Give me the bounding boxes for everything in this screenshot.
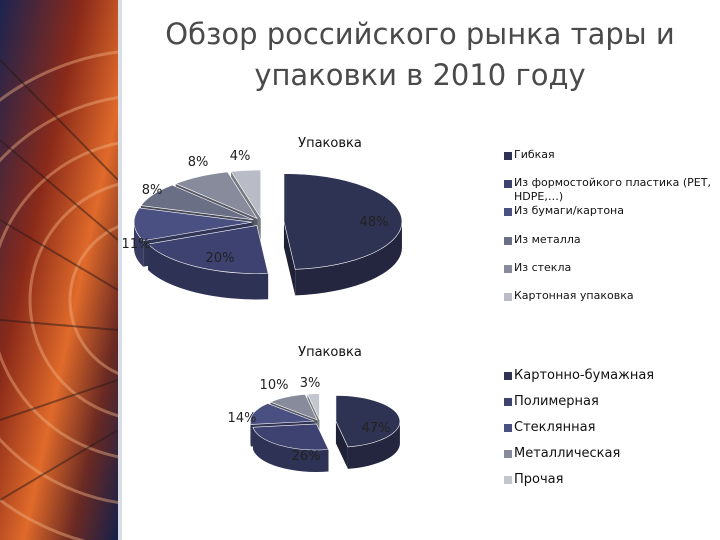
chart2-legend-label-0: Картонно-бумажная xyxy=(514,368,655,383)
chart1-legend-label-5: Картонная упаковка xyxy=(514,289,634,302)
chart1-legend-item-1: Из формостойкого пластика (PET, HDPE,…) xyxy=(504,176,717,204)
chart1-data-label-2: 11% xyxy=(122,237,151,252)
chart1-legend: Гибкая Из формостойкого пластика (PET, HD… xyxy=(502,144,717,314)
slide-title-line1: Обзор российского рынка тары и xyxy=(165,17,675,51)
chart2-data-label-1: 26% xyxy=(292,449,321,464)
chart1-legend-swatch-3 xyxy=(504,237,512,245)
chart2-legend-label-1: Полимерная xyxy=(514,394,599,409)
chart2-legend-swatch-2 xyxy=(504,424,512,432)
chart1-legend-swatch-4 xyxy=(504,265,512,273)
chart1-legend-swatch-1 xyxy=(504,180,512,188)
chart1-legend-item-2: Из бумаги/картона xyxy=(504,204,624,218)
chart1-data-label-5: 4% xyxy=(230,149,251,164)
slide-title-line2: упаковки в 2010 году xyxy=(254,58,586,92)
chart1-data-label-0: 48% xyxy=(360,215,389,230)
chart1-legend-swatch-2 xyxy=(504,208,512,216)
slide-title: Обзор российского рынка тары и упаковки … xyxy=(130,14,710,96)
chart2-data-label-2: 14% xyxy=(228,411,257,426)
chart1-legend-item-0: Гибкая xyxy=(504,148,555,162)
chart1-legend-label-0: Гибкая xyxy=(514,148,555,161)
chart2-legend-label-3: Металлическая xyxy=(514,446,621,461)
chart1-pie: 48% 20% 11% 8% 8% 4% xyxy=(122,149,403,300)
chart2-legend-label-4: Прочая xyxy=(514,472,564,487)
chart2-data-label-0: 47% xyxy=(362,421,391,436)
divider xyxy=(118,0,122,540)
chart2-legend-swatch-3 xyxy=(504,450,512,458)
chart1-legend-label-4: Из стекла xyxy=(514,261,572,274)
chart2-legend-swatch-1 xyxy=(504,398,512,406)
chart2-legend-item-2: Стеклянная xyxy=(504,420,595,436)
chart2-legend-item-3: Металлическая xyxy=(504,446,620,462)
chart2-slice-1 xyxy=(252,423,329,472)
chart1-legend-item-4: Из стекла xyxy=(504,261,571,275)
chart1-legend-label-3: Из металла xyxy=(514,233,581,246)
chart1-data-label-3: 8% xyxy=(142,183,163,198)
chart1-data-label-1: 20% xyxy=(206,251,235,266)
chart1-legend-label-1: Из формостойкого пластика (PET, HDPE,…) xyxy=(514,176,711,203)
chart1-slice-0 xyxy=(283,173,403,296)
chart2-legend-item-4: Прочая xyxy=(504,472,563,488)
chart2-legend-item-0: Картонно-бумажная xyxy=(504,368,654,384)
chart1-legend-item-5: Картонная упаковка xyxy=(504,289,634,303)
background-photo xyxy=(0,0,118,540)
chart2-title: Упаковка xyxy=(298,345,362,360)
chart2-legend-swatch-4 xyxy=(504,476,512,484)
chart1-legend-item-3: Из металла xyxy=(504,233,581,247)
chart1-legend-label-2: Из бумаги/картона xyxy=(514,204,624,217)
chart2-legend: Картонно-бумажная Полимерная Стеклянная Мет… xyxy=(502,366,717,496)
chart2-slice-0 xyxy=(335,395,401,469)
chart1-title: Упаковка xyxy=(298,136,362,151)
chart2-legend-item-1: Полимерная xyxy=(504,394,599,410)
chart2-data-label-3: 10% xyxy=(260,378,289,393)
chart2-legend-label-2: Стеклянная xyxy=(514,420,596,435)
chart1-legend-swatch-5 xyxy=(504,293,512,301)
chart2-data-label-4: 3% xyxy=(300,376,321,391)
chart2-pie: 47% 26% 14% 10% 3% xyxy=(228,376,401,472)
chart1-slice-1 xyxy=(147,225,269,300)
chart1-legend-swatch-0 xyxy=(504,152,512,160)
chart2-legend-swatch-0 xyxy=(504,372,512,380)
chart1-data-label-4: 8% xyxy=(188,155,209,170)
